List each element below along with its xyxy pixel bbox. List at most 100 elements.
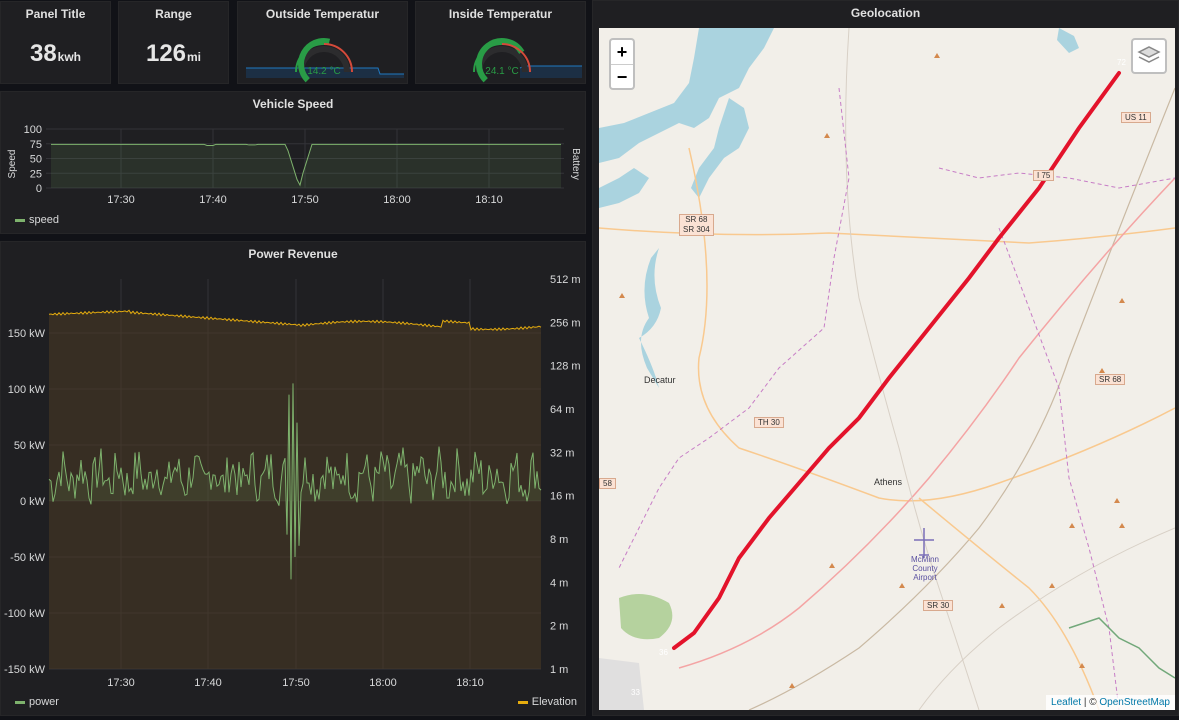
power-chart: 150 kW 100 kW 50 kW 0 kW -50 kW -100 kW -150 k… — [4, 274, 581, 689]
zoom-in-button[interactable]: + — [616, 42, 628, 62]
gauge-threshold-green — [473, 43, 503, 73]
gauge-panel-inside-temperature[interactable]: Inside Temperatur 24.1 °C — [415, 1, 586, 84]
speed-chart: Speed Battery 100 75 50 25 0 17:30 17:40 17:50… — [7, 124, 581, 206]
y-tick-label-left: -50 kW — [10, 552, 45, 564]
stat-panel-range[interactable]: Range 126mi — [118, 1, 229, 84]
x-tick-label: 17:30 — [107, 677, 135, 689]
osm-link[interactable]: OpenStreetMap — [1099, 697, 1170, 708]
gauge-inside: 24.1 °C — [473, 38, 582, 83]
legend-label: power — [29, 696, 59, 708]
legend-swatch — [15, 218, 25, 222]
gauge-threshold-red — [501, 43, 531, 73]
shield-58: 58 — [599, 478, 616, 489]
zoom-control: + − — [609, 38, 635, 90]
stat-number: 38 — [29, 40, 57, 67]
y-tick-label-left: 0 kW — [20, 496, 46, 508]
county-border — [618, 87, 850, 569]
y-tick-label-right: 2 m — [550, 621, 568, 633]
airport-line: McMinn — [911, 555, 940, 564]
gauge-threshold-green — [295, 43, 325, 73]
stat-number: 126 — [145, 40, 187, 67]
panel-title: Geolocation — [850, 6, 921, 20]
legend-speed[interactable]: speed — [15, 214, 59, 226]
gauge-value: 14.2 °C — [307, 66, 340, 77]
shield-us11: US 11 — [1121, 112, 1151, 123]
x-tick-label: 18:00 — [369, 677, 397, 689]
x-tick-label: 18:00 — [383, 194, 411, 206]
zoom-out-button[interactable]: − — [611, 64, 633, 88]
airport-line: Airport — [913, 573, 937, 582]
panel-title: Power Revenue — [248, 247, 338, 261]
county-border — [998, 227, 1120, 710]
stat-value: 38kwh — [1, 40, 110, 68]
y-axis-label-left: Speed — [7, 150, 18, 179]
road — [918, 497, 1100, 710]
y-tick-label: 0 — [36, 183, 42, 195]
y-tick-label: 100 — [24, 124, 42, 136]
x-tick-label: 18:10 — [456, 677, 484, 689]
y-tick-label-left: -100 kW — [4, 608, 46, 620]
x-tick-label: 17:40 — [194, 677, 222, 689]
stat-unit: mi — [187, 50, 202, 64]
power-revenue-panel[interactable]: Power Revenue 150 kW 100 kW 50 kW 0 kW -50 k… — [0, 241, 586, 716]
gauge-outside: 14.2 °C — [246, 38, 404, 83]
park-border — [1068, 617, 1175, 679]
leaflet-link[interactable]: Leaflet — [1051, 697, 1082, 708]
lake-arm — [691, 98, 749, 198]
airport-line: County — [912, 564, 938, 573]
legend-label: Elevation — [531, 696, 577, 708]
sparkline-area — [246, 68, 404, 78]
route-track — [672, 71, 1121, 650]
elevation-area — [49, 310, 541, 669]
vehicle-speed-panel[interactable]: Vehicle Speed Speed Battery 100 75 50 25 0 1… — [0, 91, 586, 234]
y-tick-label-right: 256 m — [550, 317, 581, 329]
terrain-peaks — [619, 53, 1125, 688]
legend-power[interactable]: power — [15, 696, 59, 708]
elevation-line — [48, 309, 542, 332]
power-line — [48, 383, 542, 580]
y-tick-label-right: 512 m — [550, 274, 581, 286]
map-base — [599, 28, 1175, 710]
y-tick-label-left: -150 kW — [4, 664, 46, 676]
airport-icon — [914, 528, 934, 558]
lake — [599, 28, 774, 163]
gauge-panel-outside-temperature[interactable]: Outside Temperatur 14.2 °C — [237, 1, 408, 84]
railway — [748, 87, 1175, 710]
speed-line — [51, 143, 561, 187]
gauge-value: 24.1 °C — [485, 66, 518, 77]
legend-label: speed — [29, 214, 59, 226]
y-tick-label-right: 64 m — [550, 404, 574, 416]
label-athens: Athens — [874, 477, 903, 487]
y-tick-label-right: 128 m — [550, 361, 581, 373]
label-airport: McMinn County Airport — [911, 555, 939, 582]
y-tick-label-right: 4 m — [550, 577, 568, 589]
sparkline-area — [520, 66, 582, 78]
y-tick-label: 75 — [30, 139, 42, 151]
legend-elevation[interactable]: Elevation — [517, 696, 577, 708]
panel-title: Panel Title — [25, 7, 86, 21]
y-tick-label-right: 8 m — [550, 534, 568, 546]
y-tick-label-right: 32 m — [550, 447, 574, 459]
park-area — [619, 594, 673, 640]
minor-road — [918, 527, 1175, 710]
x-tick-label: 17:30 — [107, 194, 135, 206]
shield-i75: I 75 — [1033, 170, 1055, 181]
urban-area — [599, 658, 644, 710]
y-axis-label-right: Battery — [570, 148, 581, 180]
road — [688, 147, 1175, 502]
map-canvas[interactable]: + − Decatur Athens McMinn County Airport… — [599, 28, 1175, 710]
y-tick-label-left: 150 kW — [8, 328, 46, 340]
x-tick-label: 17:50 — [291, 194, 319, 206]
route-number-33: 33 — [631, 688, 640, 697]
panel-title: Outside Temperatur — [265, 7, 380, 21]
y-tick-label-left: 50 kW — [14, 440, 46, 452]
route-number-36: 36 — [659, 648, 668, 657]
legend-swatch — [517, 700, 528, 704]
minor-road — [845, 28, 980, 710]
shield-th30: TH 30 — [754, 417, 784, 428]
river — [639, 248, 661, 388]
layers-button[interactable] — [1131, 38, 1167, 74]
panel-title: Inside Temperatur — [448, 7, 553, 21]
speed-area — [51, 144, 561, 188]
stat-panel-energy[interactable]: Panel Title 38kwh — [0, 1, 111, 84]
